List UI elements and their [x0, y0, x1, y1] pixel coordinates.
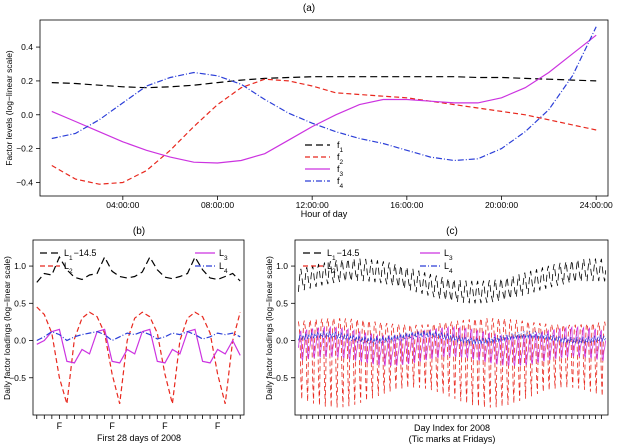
legend-label-L2: L2	[64, 261, 73, 275]
x-tick-label: 08:00:00	[201, 200, 234, 210]
panel-c-frame	[294, 239, 609, 416]
x-tick-label: 24:00:00	[580, 200, 613, 210]
legend-label-L1: L1−14.5	[327, 248, 359, 262]
panel-c-xlabel2: (Tic marks at Fridays)	[409, 434, 496, 444]
y-tick-label: 1.0	[14, 261, 26, 271]
legend-label-f4: f4	[337, 176, 344, 190]
y-tick-label: 0.4	[21, 42, 33, 52]
legend-label-L1: L1−14.5	[64, 248, 96, 262]
y-tick-label: −0.5	[9, 373, 26, 383]
y-tick-label: 0.5	[14, 298, 26, 308]
series-line-L2	[36, 306, 241, 404]
y-tick-label: 0.0	[276, 336, 288, 346]
legend-label-f3: f3	[337, 164, 344, 178]
panel-b-title: (b)	[133, 226, 145, 237]
series-line-L3	[298, 325, 606, 366]
series-line-f1	[51, 76, 597, 89]
series-line-L1	[298, 258, 606, 304]
panel-c: (c) −0.5 0.0 0.5 1.0 Day Index for 2008 (Ti…	[264, 226, 609, 444]
panel-a-ylabel: Factor levels (log−linear scale)	[4, 50, 14, 166]
panel-b-y-axis: −0.5 0.0 0.5 1.0	[9, 261, 33, 383]
y-tick-label: −0.5	[271, 373, 288, 383]
y-tick-label: 0.0	[14, 336, 26, 346]
panel-c-x-axis	[300, 415, 602, 419]
panel-c-xlabel: Day Index for 2008	[414, 423, 490, 433]
legend-label-L3: L3	[444, 248, 453, 262]
series-line-L4	[298, 330, 606, 346]
panel-b-series	[36, 255, 241, 404]
panel-a-title: (a)	[303, 3, 315, 14]
panel-a: (a) −0.4 −0.2 0.0 0.2 0.4 04:00:00 08:00:00 12…	[4, 3, 613, 219]
legend-label-L4: L4	[219, 261, 228, 275]
y-tick-label: −0.4	[16, 177, 33, 187]
panel-b-xlabel: First 28 days of 2008	[97, 433, 181, 443]
legend-label-L2: L2	[327, 261, 336, 275]
y-tick-label: 0.5	[276, 298, 288, 308]
panel-a-y-axis: −0.4 −0.2 0.0 0.2 0.4	[16, 42, 40, 187]
legend-label-f1: f1	[337, 140, 344, 154]
legend-label-L4: L4	[444, 261, 453, 275]
y-tick-label: −0.2	[16, 144, 33, 154]
series-line-f4	[51, 26, 597, 162]
panel-c-y-axis: −0.5 0.0 0.5 1.0	[271, 261, 295, 383]
panel-a-series	[51, 26, 597, 185]
series-line-f2	[51, 78, 597, 185]
x-tick-label-friday: F	[215, 421, 221, 431]
panel-c-series	[298, 258, 606, 408]
x-tick-label: 16:00:00	[390, 200, 423, 210]
panel-c-ylabel: Daily factor loadings (log−linear scale)	[264, 256, 274, 400]
y-tick-label: 1.0	[276, 261, 288, 271]
x-tick-label: 20:00:00	[485, 200, 518, 210]
series-line-L3	[36, 328, 241, 364]
panel-a-xlabel: Hour of day	[301, 209, 348, 219]
panel-a-frame	[39, 19, 609, 197]
x-tick-label: 04:00:00	[106, 200, 139, 210]
legend-label-L3: L3	[219, 248, 228, 262]
panel-b-frame	[32, 239, 245, 416]
y-tick-label: 0.0	[21, 110, 33, 120]
y-tick-label: 0.2	[21, 76, 33, 86]
x-tick-label: 12:00:00	[296, 200, 329, 210]
legend-label-f2: f2	[337, 152, 344, 166]
panel-b-ylabel: Daily factor loadings (log−linear scale)	[2, 256, 12, 400]
series-line-L4	[36, 330, 241, 342]
panel-a-x-axis: 04:00:00 08:00:00 12:00:00 16:00:00 20:00:00…	[106, 196, 613, 210]
series-line-f3	[51, 34, 597, 164]
x-tick-label-friday: F	[162, 421, 168, 431]
x-tick-label-friday: F	[57, 421, 63, 431]
panel-c-title: (c)	[446, 226, 458, 237]
series-line-L1	[36, 255, 241, 283]
panel-b: (b) −0.5 0.0 0.5 1.0 F F F F First 28 days of …	[2, 226, 245, 443]
x-tick-label-friday: F	[109, 421, 115, 431]
